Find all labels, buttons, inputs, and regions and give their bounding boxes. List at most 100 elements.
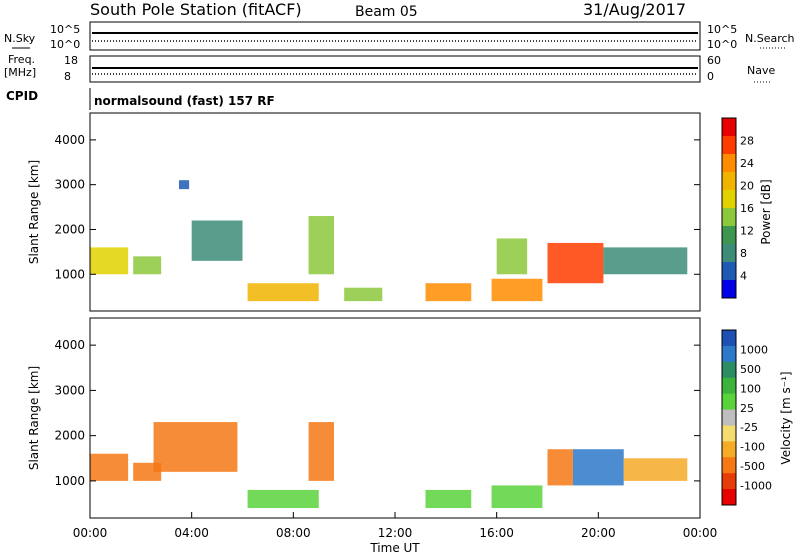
velocity-patch-6 [491,485,543,509]
power-patch-8 [491,278,543,302]
cpid-label: CPID [6,89,38,103]
power-ytick-label-2000: 2000 [54,222,85,236]
noise-sky-label: N.Sky [4,32,36,45]
power-patch-7 [425,283,472,302]
velocity-cbar-cell-2 [722,361,736,379]
power-cbar-tick-0: 28 [740,135,754,148]
xtick-label-3: 12:00 [378,526,413,540]
power-patch-9 [496,238,528,275]
power-panel-frame [89,112,701,312]
power-cbar-tick-5: 8 [740,247,747,260]
x-axis-ticks: 00:00 04:00 08:00 12:00 16:00 20:00 00:00 [73,512,718,540]
velocity-patch-4 [308,422,334,481]
power-cbar-cell-0 [722,118,736,137]
power-cbar-cell-5 [722,208,736,227]
noise-left-tick-bottom: 10^0 [50,38,80,51]
velocity-cbar-tick-0: 1000 [740,343,768,356]
velocity-cbar-cell-5 [722,409,736,426]
noise-panel: N.Sky 10^5 10^0 10^5 10^0 N.Search [4,21,795,51]
velocity-cbar-cell-0 [722,330,736,347]
velocity-panel: 1000 2000 3000 4000 Slant Range [km] 1000 50… [27,317,793,519]
velocity-cbar-cell-7 [722,441,736,458]
velocity-cbar-frame [721,329,737,506]
velocity-patch-3 [247,489,319,509]
freq-label-line1: Freq. [8,53,35,66]
power-patch-11 [603,247,688,275]
xtick-label-0: 00:00 [73,526,108,540]
power-cbar-cell-3 [722,172,736,191]
nave-label: Nave [747,64,775,77]
velocity-cbar-cell-3 [722,377,736,395]
velocity-ytick-label-2000: 2000 [54,429,85,443]
power-y-ticks: 1000 2000 3000 4000 [54,133,700,281]
velocity-cbar-tick-7: -1000 [740,480,772,493]
noise-panel-frame [89,21,701,51]
power-ytick-label-3000: 3000 [54,178,85,192]
velocity-panel-frame [89,317,701,519]
xtick-label-2: 08:00 [276,526,311,540]
velocity-patch-8 [572,449,624,486]
noise-right-tick-bottom: 10^0 [707,38,737,51]
velocity-y-ticks: 1000 2000 3000 4000 [54,338,700,488]
power-ytick-label-1000: 1000 [54,267,85,281]
power-cbar-tick-4: 12 [740,225,754,238]
cpid-value: normalsound (fast) 157 RF [94,94,275,108]
xtick-label-1: 04:00 [174,526,209,540]
power-patch-4 [247,283,319,302]
velocity-cbar-cell-6 [722,425,736,442]
noise-search-label: N.Search [745,32,795,45]
velocity-ytick-label-4000: 4000 [54,338,85,352]
velocity-colorbar: 1000 500 100 25 -25 -100 -500 -1000 [721,329,772,506]
xtick-label-5: 20:00 [581,526,616,540]
power-patch-6 [344,287,383,302]
power-patch-10 [547,242,604,284]
power-y-axis-label: Slant Range [km] [27,160,41,264]
velocity-ytick-label-1000: 1000 [54,474,85,488]
noise-right-tick-top: 10^5 [707,23,737,36]
power-cbar-tick-6: 4 [740,270,747,283]
velocity-patch-2 [153,422,238,472]
freq-left-tick-bottom: 8 [64,70,71,83]
velocity-patch-0 [90,453,129,481]
power-cbar-cell-6 [722,226,736,245]
power-cbar-cell-2 [722,154,736,173]
velocity-cbar-tick-6: -500 [740,460,765,473]
velocity-patch-5 [425,489,472,509]
velocity-cbar-cell-10 [722,489,736,506]
velocity-y-axis-label: Slant Range [km] [27,366,41,470]
power-patch-1 [133,256,162,275]
velocity-cbar-cell-1 [722,345,736,363]
power-cbar-tick-3: 16 [740,202,754,215]
noise-left-tick-top: 10^5 [50,23,80,36]
velocity-ytick-label-3000: 3000 [54,383,85,397]
freq-panel: Freq. [MHz] 18 8 60 0 Nave [4,53,775,83]
velocity-patch-9 [623,458,688,481]
freq-right-tick-bottom: 0 [707,70,714,83]
power-cbar-cell-1 [722,136,736,155]
xtick-label-4: 16:00 [479,526,514,540]
power-cbar-cell-9 [722,280,736,299]
freq-label-line2: [MHz] [4,66,36,79]
power-patch-3 [191,220,243,261]
power-cbar-tick-2: 20 [740,180,754,193]
power-patch-0 [90,247,129,275]
velocity-cbar-tick-5: -100 [740,441,765,454]
beam-label: Beam 05 [355,4,418,20]
velocity-cbar-tick-2: 100 [740,382,761,395]
date-label: 31/Aug/2017 [583,0,686,19]
velocity-marks [90,422,688,509]
power-cbar-tick-1: 24 [740,157,754,170]
power-patch-2 [178,180,190,190]
velocity-cbar-cell-4 [722,393,736,411]
freq-panel-frame [89,55,701,83]
freq-right-tick-top: 60 [707,54,721,67]
power-cbar-cell-7 [722,244,736,263]
velocity-cbar-cell-9 [722,473,736,490]
xtick-label-6: 00:00 [683,526,718,540]
velocity-colorbar-label: Velocity [m s⁻¹] [779,371,793,464]
x-axis-label: Time UT [369,541,420,554]
velocity-cbar-tick-4: -25 [740,421,758,434]
power-cbar-cell-4 [722,190,736,209]
power-marks [90,180,688,302]
